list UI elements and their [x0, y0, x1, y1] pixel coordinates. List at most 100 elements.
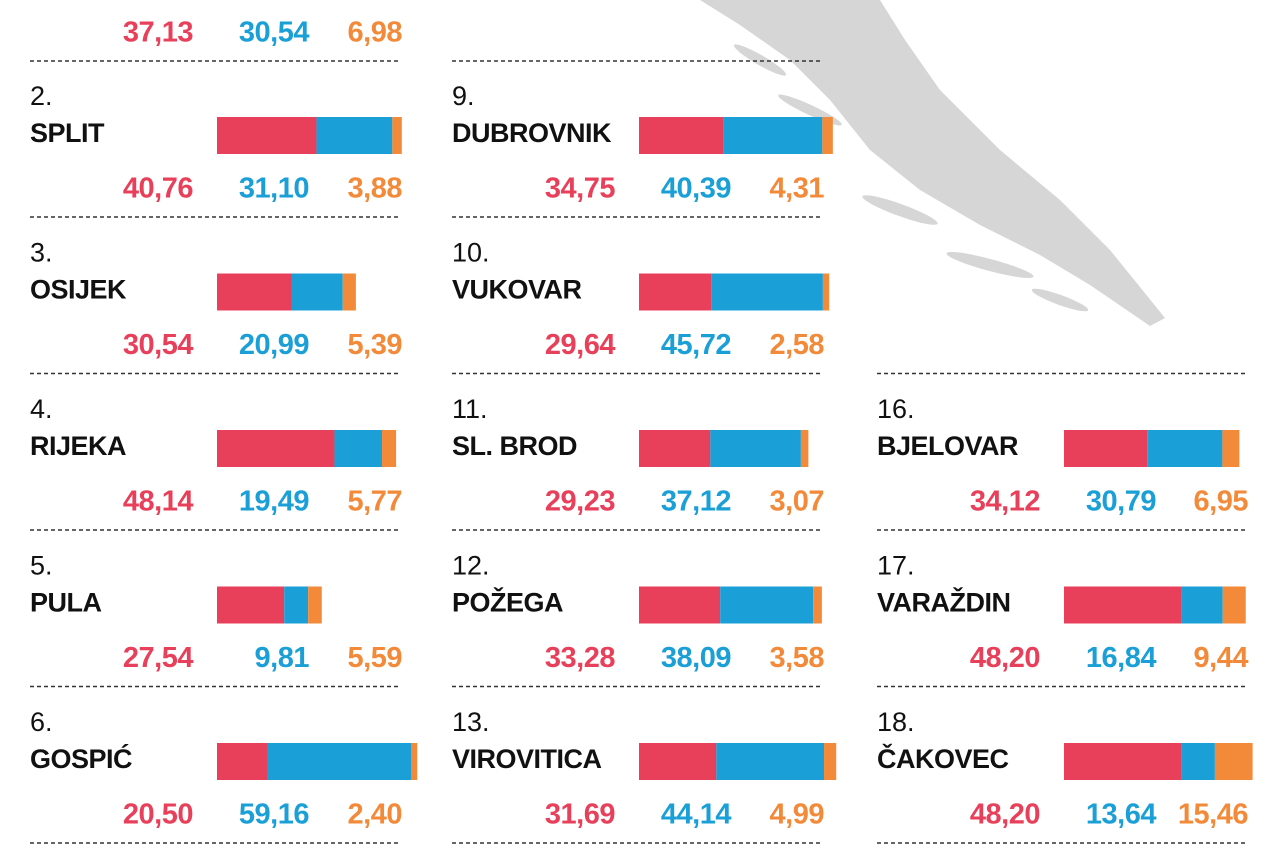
bar-segment: [720, 586, 814, 624]
value-label: 3,07: [770, 486, 824, 518]
rank: 9.: [452, 81, 475, 111]
island: [862, 195, 938, 225]
value-label: 37,13: [123, 17, 193, 49]
bar-segment: [639, 117, 724, 154]
bar-segment: [813, 586, 822, 624]
value-label: 31,69: [545, 799, 615, 831]
bar-segment: [800, 430, 809, 467]
value-label: 16,84: [1086, 642, 1156, 674]
rank: 12.: [452, 551, 490, 581]
bar-segment: [284, 586, 309, 624]
city-name: SL. BROD: [452, 431, 577, 461]
bar-segment: [1222, 430, 1240, 467]
bar-segment: [716, 743, 825, 780]
rank: 3.: [30, 238, 53, 268]
coastline: [700, 0, 1165, 326]
rank: 18.: [877, 707, 915, 737]
city-name: BJELOVAR: [877, 431, 1018, 461]
value-label: 5,39: [348, 329, 403, 361]
value-label: 3,88: [348, 173, 403, 205]
bar-segment: [217, 743, 268, 780]
bar-segment: [291, 273, 343, 311]
bar-segment: [1181, 586, 1223, 624]
value-label: 33,28: [545, 642, 615, 674]
city-name: VIROVITICA: [452, 744, 602, 774]
bar-segment: [710, 430, 801, 467]
bar-segment: [822, 117, 833, 154]
value-label: 34,12: [970, 486, 1040, 518]
bar-segment: [316, 117, 393, 154]
bar-segment: [392, 117, 402, 154]
island: [733, 44, 787, 76]
value-label: 4,31: [770, 173, 825, 205]
bar-segment: [1064, 430, 1148, 467]
bar-segment: [1064, 743, 1182, 780]
bar-segment: [1181, 743, 1215, 780]
bar-segment: [1147, 430, 1223, 467]
city-name: SPLIT: [30, 118, 105, 148]
value-label: 48,20: [970, 799, 1040, 831]
bar-segment: [334, 430, 383, 467]
value-label: 29,64: [545, 329, 615, 361]
bar-segment: [711, 273, 823, 311]
value-label: 20,99: [239, 329, 309, 361]
value-label: 40,76: [123, 173, 193, 205]
bar-segment: [824, 743, 837, 780]
rank: 10.: [452, 238, 490, 268]
city-name: RIJEKA: [30, 431, 126, 461]
value-label: 48,14: [123, 486, 193, 518]
city-name: DUBROVNIK: [452, 118, 612, 148]
bar-segment: [217, 586, 285, 624]
rank: 17.: [877, 551, 915, 581]
map: [700, 0, 1165, 326]
rank: 5.: [30, 551, 53, 581]
value-label: 34,75: [545, 173, 615, 205]
bar-segment: [723, 117, 823, 154]
bar-segment: [1222, 586, 1246, 624]
city-name: GOSPIĆ: [30, 743, 132, 774]
value-label: 9,44: [1194, 642, 1249, 674]
value-label: 2,58: [770, 329, 825, 361]
value-label: 2,40: [348, 799, 402, 831]
value-label: 48,20: [970, 642, 1040, 674]
rank: 2.: [30, 81, 53, 111]
value-label: 19,49: [239, 486, 309, 518]
island: [946, 251, 1034, 279]
value-label: 59,16: [239, 799, 309, 831]
value-label: 4,99: [770, 799, 825, 831]
bar-segment: [342, 273, 356, 311]
city-name: ČAKOVEC: [877, 743, 1009, 774]
city-name: OSIJEK: [30, 275, 127, 305]
value-label: 45,72: [661, 329, 731, 361]
value-label: 15,46: [1178, 799, 1248, 831]
value-label: 30,79: [1086, 486, 1156, 518]
island: [1031, 288, 1089, 312]
value-label: 44,14: [661, 799, 731, 831]
bar-segment: [411, 743, 418, 780]
rank: 16.: [877, 394, 915, 424]
value-label: 6,98: [348, 17, 403, 49]
value-label: 5,77: [348, 486, 402, 518]
value-label: 9,81: [255, 642, 310, 674]
value-label: 38,09: [661, 642, 731, 674]
bar-segment: [217, 117, 317, 154]
value-label: 13,64: [1086, 799, 1156, 831]
value-label: 40,39: [661, 173, 731, 205]
bar-segment: [822, 273, 830, 311]
value-label: 31,10: [239, 173, 309, 205]
bar-segment: [1214, 743, 1253, 780]
bar-segment: [639, 743, 717, 780]
bar-segment: [382, 430, 397, 467]
bar-segment: [639, 430, 711, 467]
rank: 4.: [30, 394, 53, 424]
bar-segment: [308, 586, 322, 624]
rank: 11.: [452, 394, 488, 424]
value-label: 29,23: [545, 486, 615, 518]
rank: 13.: [452, 707, 490, 737]
value-label: 6,95: [1194, 486, 1249, 518]
bar-segment: [217, 430, 335, 467]
value-label: 30,54: [123, 329, 193, 361]
city-name: VUKOVAR: [452, 275, 582, 305]
bar-segment: [639, 586, 721, 624]
